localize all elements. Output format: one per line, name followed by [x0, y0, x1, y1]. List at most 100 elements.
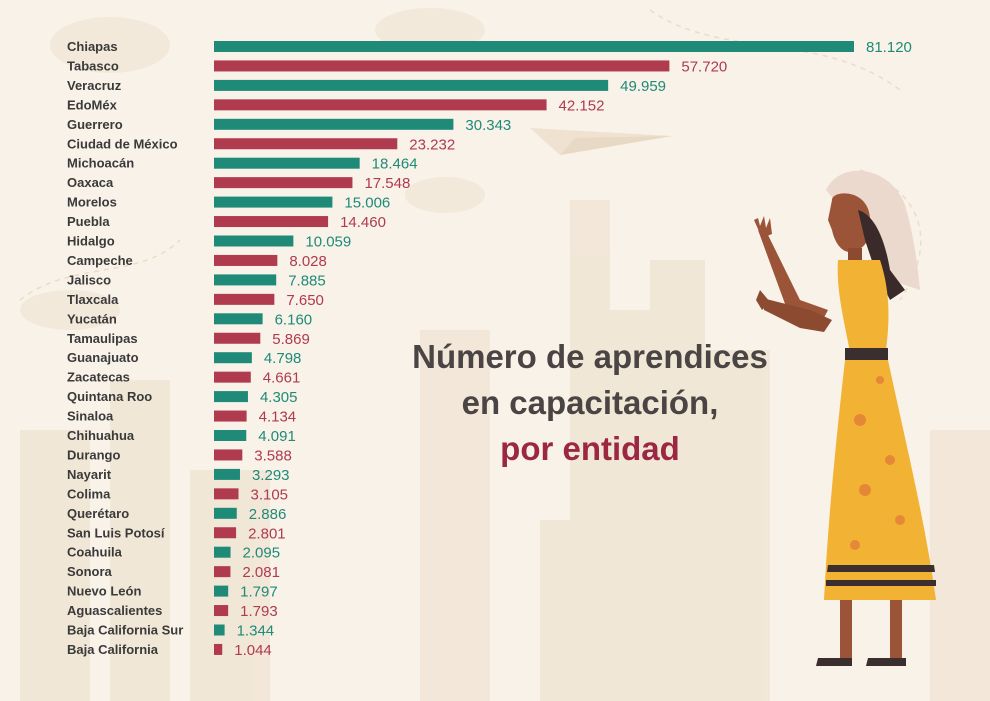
value-label: 14.460 — [340, 214, 386, 231]
category-label: Puebla — [67, 214, 110, 229]
category-label: Yucatán — [67, 311, 117, 326]
value-label: 1.797 — [240, 584, 278, 601]
value-label: 1.044 — [234, 642, 272, 659]
bar — [214, 99, 547, 111]
category-label: Colima — [67, 486, 111, 501]
value-label: 4.661 — [263, 370, 301, 387]
bar — [214, 216, 329, 228]
bar — [214, 371, 251, 383]
bar — [214, 274, 277, 286]
value-label: 18.464 — [372, 156, 418, 173]
value-label: 3.105 — [250, 486, 288, 503]
bar — [214, 177, 353, 189]
bar — [214, 585, 229, 597]
woman-illustration — [754, 170, 936, 666]
bar — [214, 546, 231, 558]
bar — [214, 391, 248, 403]
value-label: 4.134 — [259, 409, 297, 426]
bar — [214, 138, 398, 150]
bar — [214, 313, 263, 325]
category-label: Hidalgo — [67, 234, 115, 249]
bar — [214, 624, 225, 636]
category-label: Querétaro — [67, 506, 129, 521]
category-label: Michoacán — [67, 156, 134, 171]
bar — [214, 643, 223, 655]
value-label: 17.548 — [364, 175, 410, 192]
category-label: Nuevo León — [67, 584, 141, 599]
category-label: Jalisco — [67, 272, 111, 287]
bar — [214, 488, 239, 500]
value-label: 10.059 — [305, 234, 351, 251]
paper-plane-icon — [530, 128, 672, 155]
bar — [214, 605, 229, 617]
value-label: 2.095 — [243, 545, 281, 562]
value-label: 30.343 — [465, 117, 511, 134]
category-label: Chiapas — [67, 39, 118, 54]
value-label: 7.650 — [286, 292, 324, 309]
bar — [214, 196, 333, 208]
category-label: Baja California Sur — [67, 623, 183, 638]
value-label: 23.232 — [409, 136, 455, 153]
category-label: Veracruz — [67, 78, 122, 93]
bar — [214, 235, 294, 247]
category-label: Sonora — [67, 564, 113, 579]
value-label: 1.344 — [237, 623, 275, 640]
value-label: 2.801 — [248, 525, 286, 542]
category-label: San Luis Potosí — [67, 525, 165, 540]
category-label: Ciudad de México — [67, 136, 178, 151]
value-label: 2.886 — [249, 506, 287, 523]
value-label: 3.293 — [252, 467, 290, 484]
value-label: 15.006 — [344, 195, 390, 212]
value-label: 4.798 — [264, 350, 302, 367]
value-label: 49.959 — [620, 78, 666, 95]
category-label: EdoMéx — [67, 97, 118, 112]
value-label: 5.869 — [272, 331, 310, 348]
value-label: 4.305 — [260, 389, 298, 406]
bar — [214, 254, 278, 266]
category-label: Guerrero — [67, 117, 123, 132]
category-label: Chihuahua — [67, 428, 135, 443]
bar — [214, 507, 237, 519]
value-label: 2.081 — [242, 564, 280, 581]
bar — [214, 79, 609, 91]
bar — [214, 410, 247, 422]
category-label: Quintana Roo — [67, 389, 152, 404]
value-label: 1.793 — [240, 603, 278, 620]
bar — [214, 118, 454, 130]
category-label: Aguascalientes — [67, 603, 162, 618]
category-label: Coahuila — [67, 545, 123, 560]
category-label: Oaxaca — [67, 175, 114, 190]
category-label: Campeche — [67, 253, 133, 268]
value-label: 7.885 — [288, 272, 326, 289]
category-label: Morelos — [67, 195, 117, 210]
category-label: Tabasco — [67, 58, 119, 73]
category-label: Zacatecas — [67, 370, 130, 385]
value-label: 4.091 — [258, 428, 296, 445]
bar — [214, 468, 240, 480]
bar — [214, 449, 243, 461]
bar — [214, 352, 252, 364]
value-label: 6.160 — [275, 311, 313, 328]
value-label: 81.120 — [866, 39, 912, 56]
bar — [214, 293, 275, 305]
category-label: Durango — [67, 447, 121, 462]
category-label: Tamaulipas — [67, 331, 138, 346]
bar — [214, 430, 247, 441]
category-label: Tlaxcala — [67, 292, 119, 307]
category-label: Nayarit — [67, 467, 112, 482]
bar — [214, 332, 261, 344]
title-line-3: por entidad — [500, 430, 680, 467]
value-label: 57.720 — [681, 58, 727, 75]
title-line-2: en capacitación, — [461, 384, 719, 421]
title-line-1: Número de aprendices — [412, 338, 768, 375]
category-label: Sinaloa — [67, 409, 114, 424]
bar — [214, 41, 854, 52]
bar — [214, 527, 237, 539]
category-label: Guanajuato — [67, 350, 139, 365]
bar — [214, 157, 360, 169]
bar — [214, 566, 231, 578]
chart-title: Número de aprendices en capacitación, po… — [340, 334, 840, 472]
